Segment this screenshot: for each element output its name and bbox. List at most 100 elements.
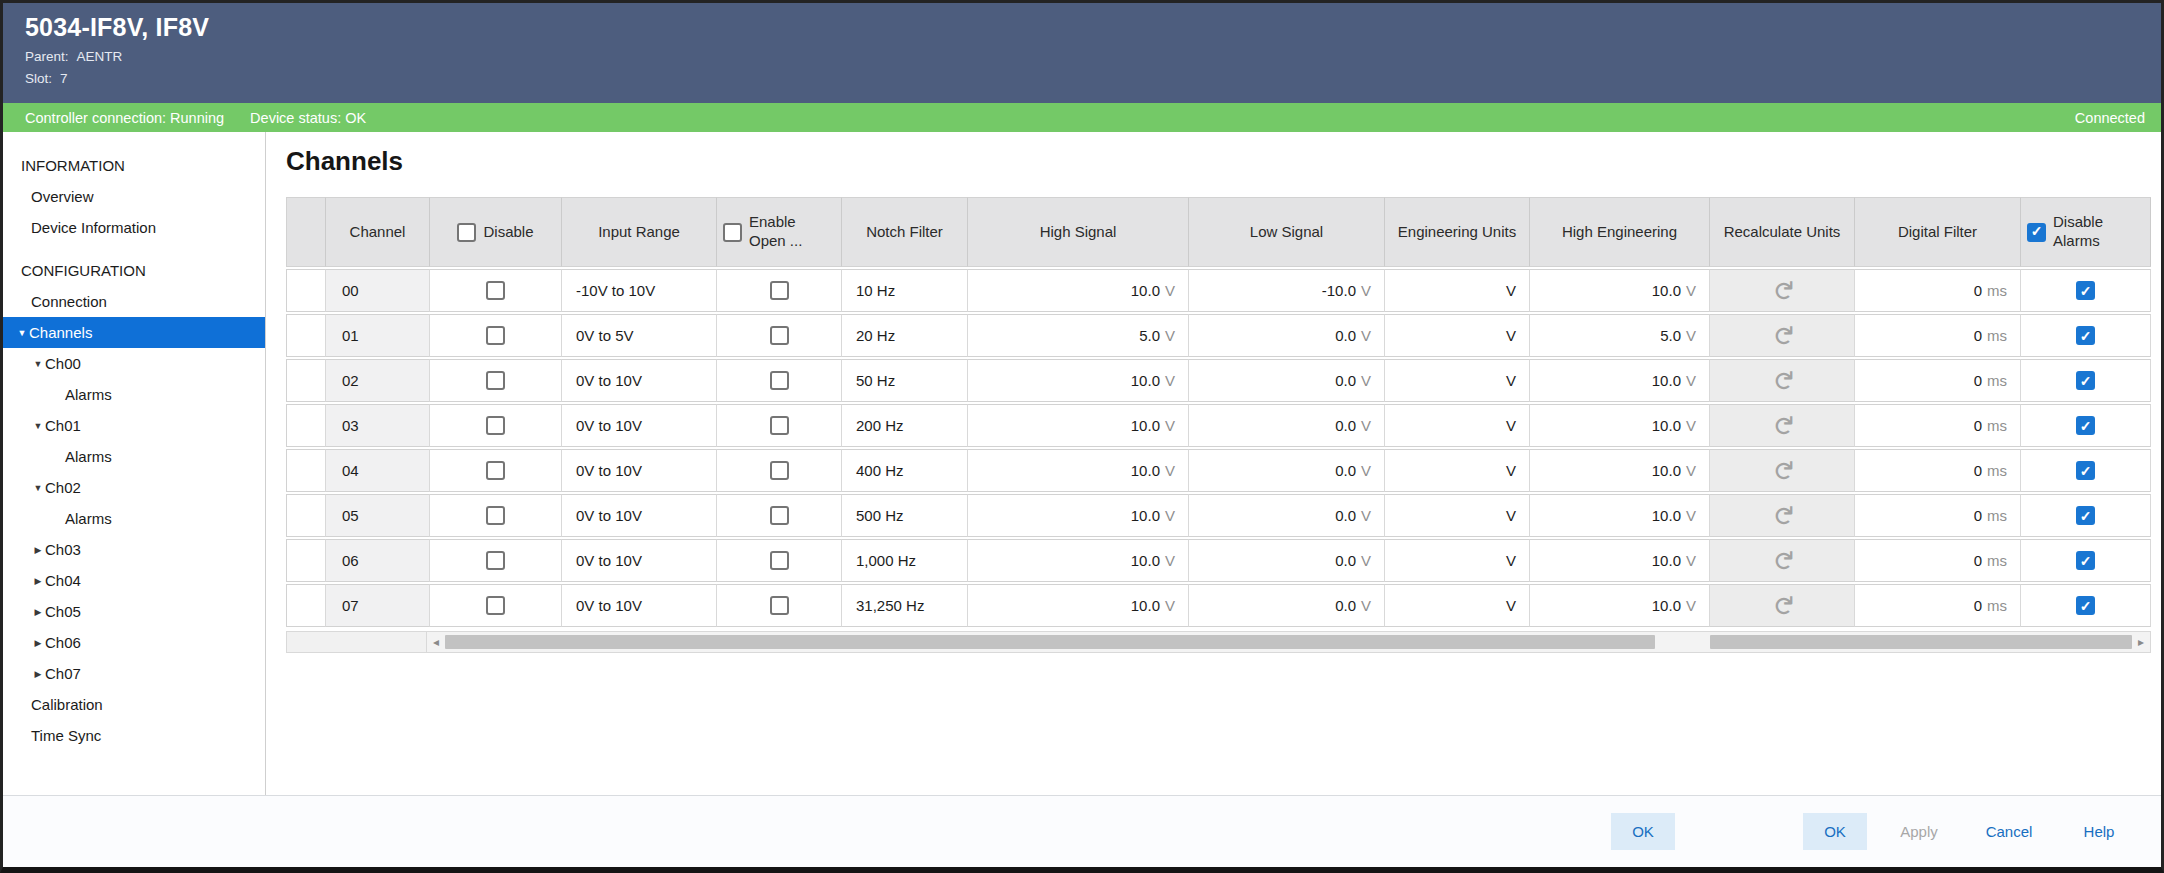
sidebar-item-ch03[interactable]: ▶ Ch03 xyxy=(3,534,265,565)
digital-filter-cell[interactable]: 0ms xyxy=(1855,359,2021,402)
row-selector[interactable] xyxy=(286,449,326,492)
sidebar-item-connection[interactable]: Connection xyxy=(3,286,265,317)
sidebar-item-ch01-alarms[interactable]: Alarms xyxy=(3,441,265,472)
disable-all-checkbox[interactable] xyxy=(457,223,476,242)
row-selector[interactable] xyxy=(286,539,326,582)
disable-checkbox[interactable] xyxy=(486,416,505,435)
disable-alarms-checkbox[interactable]: ✓ xyxy=(2076,461,2095,480)
disable-alarms-checkbox[interactable]: ✓ xyxy=(2076,596,2095,615)
notch-filter-cell[interactable]: 500 Hz xyxy=(842,494,968,537)
recalculate-units-button[interactable]: ↻ xyxy=(1710,449,1855,492)
notch-filter-cell[interactable]: 20 Hz xyxy=(842,314,968,357)
input-range-cell[interactable]: 0V to 10V xyxy=(562,359,717,402)
enable-open-checkbox[interactable] xyxy=(770,551,789,570)
high-engineering-cell[interactable]: 10.0V xyxy=(1530,584,1710,627)
disable-checkbox[interactable] xyxy=(486,461,505,480)
sidebar-item-calibration[interactable]: Calibration xyxy=(3,689,265,720)
recalculate-units-button[interactable]: ↻ xyxy=(1710,314,1855,357)
disable-alarms-checkbox[interactable]: ✓ xyxy=(2076,371,2095,390)
recalculate-units-button[interactable]: ↻ xyxy=(1710,584,1855,627)
engineering-units-cell[interactable]: V xyxy=(1385,404,1530,447)
chevron-right-icon[interactable]: ▶ xyxy=(31,607,45,617)
cancel-button[interactable]: Cancel xyxy=(1971,813,2047,850)
scrollbar-track[interactable]: ◂ ▸ xyxy=(426,631,2151,653)
sidebar-item-overview[interactable]: Overview xyxy=(3,181,265,212)
chevron-down-icon[interactable]: ▼ xyxy=(31,359,45,369)
sidebar-item-ch04[interactable]: ▶ Ch04 xyxy=(3,565,265,596)
horizontal-scrollbar[interactable]: ◂ ▸ xyxy=(286,631,2151,653)
notch-filter-cell[interactable]: 10 Hz xyxy=(842,269,968,312)
high-engineering-cell[interactable]: 10.0V xyxy=(1530,269,1710,312)
enable-open-checkbox[interactable] xyxy=(770,326,789,345)
sidebar-item-ch01[interactable]: ▼ Ch01 xyxy=(3,410,265,441)
enable-open-checkbox[interactable] xyxy=(770,506,789,525)
digital-filter-cell[interactable]: 0ms xyxy=(1855,584,2021,627)
chevron-right-icon[interactable]: ▶ xyxy=(31,638,45,648)
low-signal-cell[interactable]: 0.0V xyxy=(1189,584,1385,627)
chevron-down-icon[interactable]: ▼ xyxy=(15,328,29,338)
row-selector[interactable] xyxy=(286,494,326,537)
high-engineering-cell[interactable]: 10.0V xyxy=(1530,404,1710,447)
high-signal-cell[interactable]: 10.0V xyxy=(968,539,1189,582)
row-selector[interactable] xyxy=(286,314,326,357)
ok-secondary-button[interactable]: OK xyxy=(1611,813,1675,850)
digital-filter-cell[interactable]: 0ms xyxy=(1855,269,2021,312)
sidebar-item-ch07[interactable]: ▶ Ch07 xyxy=(3,658,265,689)
chevron-right-icon[interactable]: ▶ xyxy=(31,669,45,679)
scroll-left-icon[interactable]: ◂ xyxy=(427,635,445,649)
high-signal-cell[interactable]: 10.0V xyxy=(968,449,1189,492)
chevron-down-icon[interactable]: ▼ xyxy=(31,483,45,493)
high-signal-cell[interactable]: 5.0V xyxy=(968,314,1189,357)
digital-filter-cell[interactable]: 0ms xyxy=(1855,314,2021,357)
high-engineering-cell[interactable]: 10.0V xyxy=(1530,539,1710,582)
input-range-cell[interactable]: -10V to 10V xyxy=(562,269,717,312)
high-signal-cell[interactable]: 10.0V xyxy=(968,404,1189,447)
low-signal-cell[interactable]: -10.0V xyxy=(1189,269,1385,312)
enable-open-all-checkbox[interactable] xyxy=(723,223,742,242)
sidebar-item-device-information[interactable]: Device Information xyxy=(3,212,265,243)
disable-alarms-checkbox[interactable]: ✓ xyxy=(2076,506,2095,525)
ok-button[interactable]: OK xyxy=(1803,813,1867,850)
help-button[interactable]: Help xyxy=(2061,813,2137,850)
disable-checkbox[interactable] xyxy=(486,506,505,525)
input-range-cell[interactable]: 0V to 10V xyxy=(562,494,717,537)
digital-filter-cell[interactable]: 0ms xyxy=(1855,404,2021,447)
recalculate-units-button[interactable]: ↻ xyxy=(1710,359,1855,402)
high-signal-cell[interactable]: 10.0V xyxy=(968,584,1189,627)
low-signal-cell[interactable]: 0.0V xyxy=(1189,449,1385,492)
low-signal-cell[interactable]: 0.0V xyxy=(1189,494,1385,537)
enable-open-checkbox[interactable] xyxy=(770,416,789,435)
low-signal-cell[interactable]: 0.0V xyxy=(1189,314,1385,357)
enable-open-checkbox[interactable] xyxy=(770,596,789,615)
input-range-cell[interactable]: 0V to 5V xyxy=(562,314,717,357)
recalculate-units-button[interactable]: ↻ xyxy=(1710,269,1855,312)
recalculate-units-button[interactable]: ↻ xyxy=(1710,494,1855,537)
notch-filter-cell[interactable]: 1,000 Hz xyxy=(842,539,968,582)
digital-filter-cell[interactable]: 0ms xyxy=(1855,449,2021,492)
notch-filter-cell[interactable]: 31,250 Hz xyxy=(842,584,968,627)
enable-open-checkbox[interactable] xyxy=(770,371,789,390)
enable-open-checkbox[interactable] xyxy=(770,461,789,480)
input-range-cell[interactable]: 0V to 10V xyxy=(562,404,717,447)
chevron-down-icon[interactable]: ▼ xyxy=(31,421,45,431)
scrollbar-thumb[interactable] xyxy=(1710,635,2132,649)
disable-alarms-checkbox[interactable]: ✓ xyxy=(2076,326,2095,345)
low-signal-cell[interactable]: 0.0V xyxy=(1189,359,1385,402)
high-signal-cell[interactable]: 10.0V xyxy=(968,494,1189,537)
engineering-units-cell[interactable]: V xyxy=(1385,359,1530,402)
disable-checkbox[interactable] xyxy=(486,281,505,300)
row-selector[interactable] xyxy=(286,269,326,312)
row-selector[interactable] xyxy=(286,359,326,402)
engineering-units-cell[interactable]: V xyxy=(1385,269,1530,312)
sidebar-item-ch06[interactable]: ▶ Ch06 xyxy=(3,627,265,658)
engineering-units-cell[interactable]: V xyxy=(1385,314,1530,357)
sidebar-item-ch05[interactable]: ▶ Ch05 xyxy=(3,596,265,627)
input-range-cell[interactable]: 0V to 10V xyxy=(562,449,717,492)
sidebar-item-ch00[interactable]: ▼ Ch00 xyxy=(3,348,265,379)
high-signal-cell[interactable]: 10.0V xyxy=(968,359,1189,402)
low-signal-cell[interactable]: 0.0V xyxy=(1189,404,1385,447)
high-signal-cell[interactable]: 10.0V xyxy=(968,269,1189,312)
notch-filter-cell[interactable]: 200 Hz xyxy=(842,404,968,447)
sidebar-item-time-sync[interactable]: Time Sync xyxy=(3,720,265,751)
high-engineering-cell[interactable]: 10.0V xyxy=(1530,494,1710,537)
